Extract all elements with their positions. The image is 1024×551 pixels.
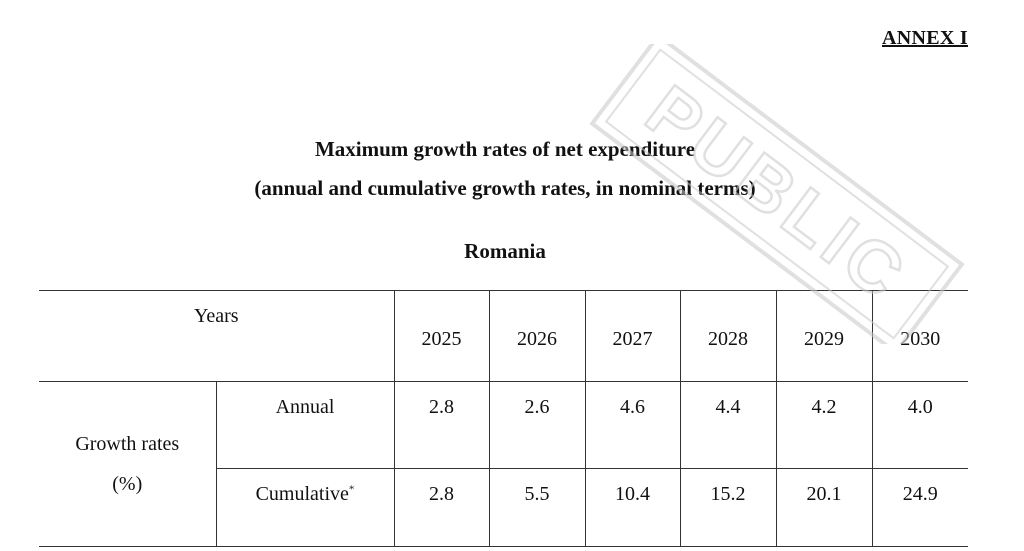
table-row-annual: Growth rates (%) Annual 2.8 2.6 4.6 4.4 … xyxy=(39,381,969,547)
year-cell: 2026 xyxy=(488,290,586,382)
growth-rates-label-line1: Growth rates xyxy=(75,433,180,455)
year-cell: 2028 xyxy=(679,290,777,382)
years-header: Years xyxy=(39,290,395,382)
cumulative-value: 5.5 xyxy=(488,468,586,547)
annual-value: 2.6 xyxy=(488,381,586,469)
annual-value: 4.4 xyxy=(679,381,777,469)
cumulative-value: 24.9 xyxy=(871,468,969,547)
document-subtitle: (annual and cumulative growth rates, in … xyxy=(254,176,756,200)
annual-value: 4.0 xyxy=(871,381,969,469)
cumulative-value: 20.1 xyxy=(775,468,873,547)
annual-value: 4.6 xyxy=(584,381,681,469)
growth-rates-table: Years 2025 2026 2027 2028 2029 2030 Grow… xyxy=(39,290,969,547)
cumulative-label-text: Cumulative xyxy=(255,483,349,505)
annual-value: 4.2 xyxy=(775,381,873,469)
annual-value: 2.8 xyxy=(393,381,490,469)
country-heading: Romania xyxy=(464,239,546,263)
footnote-mark: * xyxy=(348,483,355,496)
year-cell: 2025 xyxy=(393,290,490,382)
growth-rates-label-line2: (%) xyxy=(112,473,143,495)
cumulative-value: 15.2 xyxy=(679,468,777,547)
table-row-cumulative: Cumulative* 2.8 5.5 10.4 15.2 20.1 24.9 xyxy=(39,468,969,547)
growth-rates-label: Growth rates (%) xyxy=(39,381,217,547)
cumulative-value: 2.8 xyxy=(393,468,490,547)
table-header-row: Years 2025 2026 2027 2028 2029 2030 xyxy=(39,290,969,382)
year-cell: 2029 xyxy=(775,290,873,382)
cumulative-value: 10.4 xyxy=(584,468,681,547)
annual-label: Annual xyxy=(215,381,395,469)
year-cell: 2027 xyxy=(584,290,681,382)
annex-label: ANNEX I xyxy=(882,27,968,49)
cumulative-label: Cumulative* xyxy=(215,468,395,547)
year-cell: 2030 xyxy=(871,290,969,382)
document-title: Maximum growth rates of net expenditure xyxy=(314,137,696,161)
